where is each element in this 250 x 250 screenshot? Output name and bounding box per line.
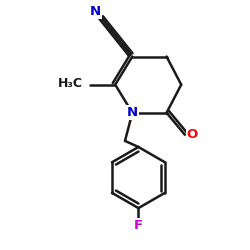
- Text: F: F: [134, 219, 143, 232]
- Text: N: N: [90, 5, 101, 18]
- Text: N: N: [127, 106, 138, 119]
- Text: H₃C: H₃C: [58, 77, 83, 90]
- Text: O: O: [186, 128, 198, 141]
